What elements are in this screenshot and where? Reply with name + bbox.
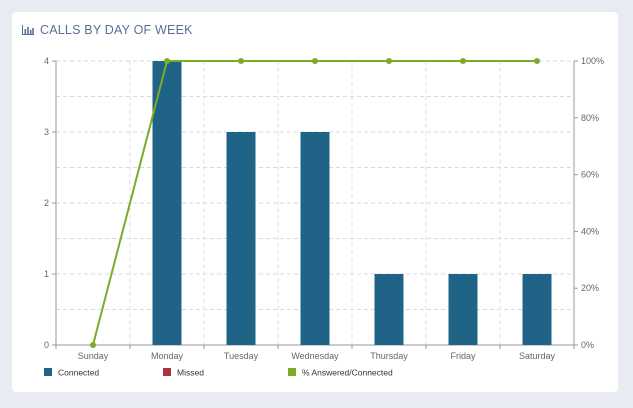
line-point <box>90 342 96 348</box>
bar-chart-icon <box>22 25 34 35</box>
x-tick-label: Thursday <box>370 351 408 361</box>
line-point <box>164 58 170 64</box>
chart-title: CALLS BY DAY OF WEEK <box>40 23 193 37</box>
bar-connected <box>300 132 330 345</box>
legend-label: Connected <box>58 368 99 378</box>
y-right-tick-label: 60% <box>581 170 599 180</box>
y-left-tick-label: 3 <box>44 127 49 137</box>
x-tick-label: Wednesday <box>291 351 339 361</box>
x-tick-label: Monday <box>151 351 184 361</box>
x-tick-label: Tuesday <box>224 351 259 361</box>
bar-connected <box>374 274 404 345</box>
x-tick-label: Friday <box>450 351 476 361</box>
line-point <box>460 58 466 64</box>
y-right-tick-label: 0% <box>581 340 594 350</box>
legend-swatch <box>288 368 296 376</box>
y-left-tick-label: 2 <box>44 198 49 208</box>
y-right-tick-label: 20% <box>581 283 599 293</box>
y-right-tick-label: 100% <box>581 56 604 66</box>
legend-swatch <box>163 368 171 376</box>
bar-connected <box>522 274 552 345</box>
x-tick-label: Saturday <box>519 351 556 361</box>
bar-connected <box>448 274 478 345</box>
y-right-tick-label: 80% <box>581 113 599 123</box>
line-point <box>312 58 318 64</box>
line-point <box>534 58 540 64</box>
line-point <box>238 58 244 64</box>
chart-header: CALLS BY DAY OF WEEK <box>22 23 193 37</box>
y-right-tick-label: 40% <box>581 226 599 236</box>
y-left-tick-label: 1 <box>44 269 49 279</box>
y-left-tick-label: 4 <box>44 56 49 66</box>
legend-label: Missed <box>177 368 204 378</box>
line-point <box>386 58 392 64</box>
x-tick-label: Sunday <box>78 351 109 361</box>
y-left-tick-label: 0 <box>44 340 49 350</box>
legend-label: % Answered/Connected <box>302 368 393 378</box>
legend-swatch <box>44 368 52 376</box>
bar-connected <box>226 132 256 345</box>
bar-connected <box>152 61 182 345</box>
